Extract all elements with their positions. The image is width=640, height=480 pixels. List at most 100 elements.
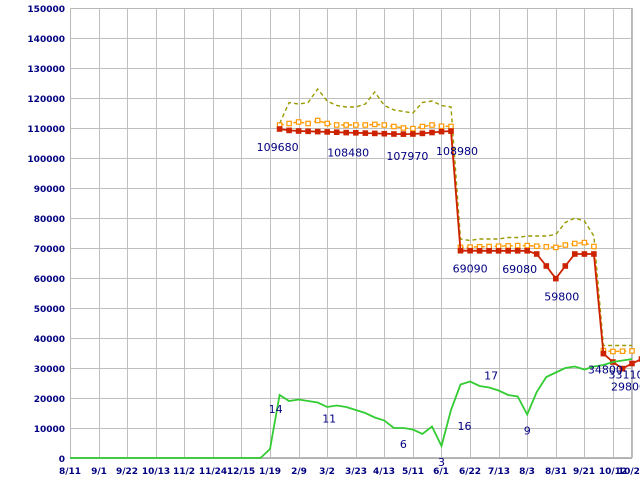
series-marker-actual [571, 251, 578, 257]
x-axis-tick-label: 5/11 [402, 467, 424, 477]
y-axis-tick-label: 90000 [34, 185, 65, 195]
series-marker-actual [372, 130, 378, 137]
series-marker-actual [286, 127, 292, 134]
x-axis-tick-label: 11/2 [173, 467, 195, 477]
x-axis-tick-label: 10/13 [142, 467, 170, 477]
series-marker-actual [543, 263, 550, 269]
series-marker-actual [314, 128, 321, 135]
series-marker-middle-band [381, 122, 388, 128]
series-marker-actual [324, 129, 331, 135]
y-axis-tick-label: 130000 [27, 65, 65, 75]
series-marker-middle-band [295, 119, 302, 125]
series-marker-middle-band [514, 242, 521, 249]
series-marker-middle-band [505, 243, 512, 249]
data-point-label: 108480 [327, 147, 369, 160]
series-marker-actual [533, 251, 540, 257]
x-axis-tick-label: 11/24 [199, 467, 227, 477]
y-axis-tick-label: 80000 [34, 215, 65, 225]
y-axis-tick-label: 100000 [27, 155, 65, 165]
series-marker-middle-band [353, 122, 359, 128]
series-marker-middle-band [286, 120, 292, 127]
series-marker-middle-band [314, 117, 321, 124]
data-point-label: 14 [269, 403, 283, 416]
data-point-label: 109680 [257, 141, 299, 154]
series-marker-actual [305, 128, 311, 135]
series-marker-middle-band [571, 240, 578, 247]
series-marker-actual [467, 247, 473, 254]
series-marker-middle-band [333, 122, 340, 128]
y-axis-tick-label: 0 [59, 455, 65, 465]
data-point-label: 59800 [544, 291, 579, 304]
x-axis-tick-label: 8/31 [545, 467, 567, 477]
series-line-upper-band [278, 87, 632, 347]
series-marker-middle-band [524, 242, 531, 249]
x-axis-tick-label: 9/21 [573, 467, 595, 477]
series-marker-middle-band [324, 120, 331, 127]
series-marker-middle-band [533, 243, 540, 250]
series-marker-actual [343, 129, 350, 136]
y-axis-tick-label: 10000 [34, 425, 65, 435]
series-marker-actual [486, 248, 492, 254]
series-marker-actual [619, 365, 626, 372]
series-marker-middle-band [543, 244, 550, 250]
y-axis-tick-label: 120000 [27, 95, 65, 105]
y-axis-tick-label: 150000 [27, 5, 65, 15]
data-point-label: 107970 [386, 150, 428, 163]
series-marker-middle-band [581, 239, 588, 246]
series-marker-actual [333, 129, 340, 136]
y-axis-tick-label: 30000 [34, 365, 65, 375]
series-marker-actual [448, 128, 454, 134]
series-marker-middle-band [610, 348, 616, 355]
series-line-actual [279, 128, 640, 370]
series-marker-actual [400, 131, 407, 137]
data-point-label: 16 [458, 420, 472, 433]
series-marker-actual [552, 275, 559, 282]
series-marker-actual [438, 128, 445, 135]
series-marker-middle-band [552, 244, 559, 251]
series-marker-middle-band [400, 125, 407, 131]
series-marker-actual [629, 360, 635, 367]
series-marker-actual [457, 247, 464, 254]
x-axis-tick-label: 1/19 [259, 467, 281, 477]
series-marker-middle-band [429, 122, 435, 128]
series-marker-actual [391, 131, 397, 137]
y-axis-tick-label: 60000 [34, 275, 65, 285]
x-axis-tick-label: 4/13 [373, 467, 395, 477]
data-point-label: 108980 [436, 145, 478, 158]
series-marker-middle-band [591, 243, 597, 250]
series-marker-middle-band [619, 348, 626, 355]
series-marker-actual [495, 248, 502, 254]
series-marker-actual [505, 248, 512, 254]
series-marker-actual [381, 130, 388, 137]
series-marker-middle-band [448, 123, 454, 130]
x-axis-tick-label: 9/22 [116, 467, 138, 477]
series-marker-actual [362, 130, 369, 136]
data-point-label: 29800 [611, 381, 640, 394]
x-axis-tick-label: 12/15 [227, 467, 255, 477]
y-axis-tick-label: 40000 [34, 335, 65, 345]
series-marker-middle-band [419, 123, 426, 130]
plot-frame [70, 8, 632, 458]
x-axis-tick-label: 9/1 [91, 467, 107, 477]
y-axis-tick-label: 20000 [34, 395, 65, 405]
series-marker-middle-band [562, 242, 569, 248]
series-line-volume [70, 358, 633, 459]
series-marker-actual [410, 131, 416, 137]
y-axis-tick-label: 110000 [27, 125, 65, 135]
data-point-label: 6 [400, 438, 407, 451]
data-point-label: 33110 [609, 369, 640, 382]
x-axis-tick-label: 10/12 [599, 467, 627, 477]
x-axis-tick-label: 3/2 [319, 467, 335, 477]
y-axis-tick-label: 140000 [27, 35, 65, 45]
y-axis-tick-label: 70000 [34, 245, 65, 255]
series-marker-actual [276, 126, 283, 132]
series-marker-actual [524, 248, 531, 254]
series-marker-middle-band [305, 120, 311, 127]
series-marker-middle-band [372, 121, 378, 128]
series-marker-actual [419, 130, 426, 137]
x-axis-tick-label: 8/11 [59, 467, 81, 477]
series-marker-actual [476, 248, 483, 254]
series-marker-middle-band [438, 123, 445, 130]
